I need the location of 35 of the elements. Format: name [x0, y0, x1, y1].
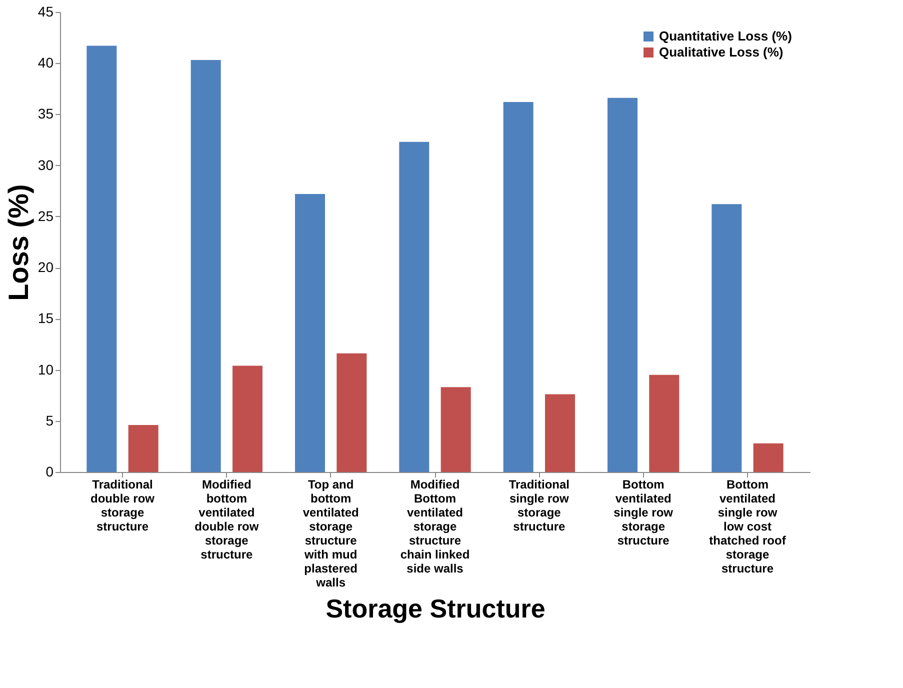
bar: [753, 443, 784, 472]
bar: [440, 387, 471, 472]
bar: [295, 194, 325, 472]
y-tick-label: 15: [38, 310, 54, 326]
bar: [545, 394, 575, 472]
x-tick-label: Bottom ventilated single row low cost thatched roof storage structure: [709, 478, 787, 576]
y-tick-label: 20: [38, 259, 54, 276]
x-tick-label: Traditional single row storage structure: [508, 478, 570, 534]
y-tick-label: 0: [46, 464, 54, 480]
x-tick-label: Top and bottom ventilated storage structure with mud plastered walls: [302, 478, 359, 590]
bar: [712, 204, 742, 472]
y-axis-title: Loss (%): [2, 184, 34, 301]
x-tick-label: Modified bottom ventilated double row storage structure: [194, 478, 260, 562]
x-axis-title: Storage Structure: [326, 594, 546, 624]
y-tick-label: 5: [46, 412, 54, 428]
bar: [503, 102, 534, 472]
legend-label: Quantitative Loss (%): [659, 28, 792, 44]
legend-label: Qualitative Loss (%): [659, 44, 784, 60]
bar: [86, 46, 117, 472]
x-tick-label: Bottom ventilated single row storage structure: [614, 478, 674, 548]
bar: [190, 60, 221, 472]
y-tick-label: 35: [38, 106, 54, 122]
x-tick-label: Traditional double row storage structure: [90, 478, 156, 534]
bar: [649, 374, 680, 472]
y-tick-label: 30: [38, 156, 54, 173]
y-tick-label: 45: [38, 4, 54, 20]
bar: [399, 142, 430, 472]
bar: [128, 424, 158, 472]
y-tick-label: 10: [38, 361, 54, 378]
bar: [232, 366, 262, 472]
bar: [608, 98, 638, 472]
y-tick-label: 25: [38, 208, 54, 224]
y-tick-label: 40: [38, 54, 54, 71]
bar: [336, 353, 367, 472]
x-tick-label: Modified Bottom ventilated storage structure chain linked side walls: [400, 478, 470, 576]
